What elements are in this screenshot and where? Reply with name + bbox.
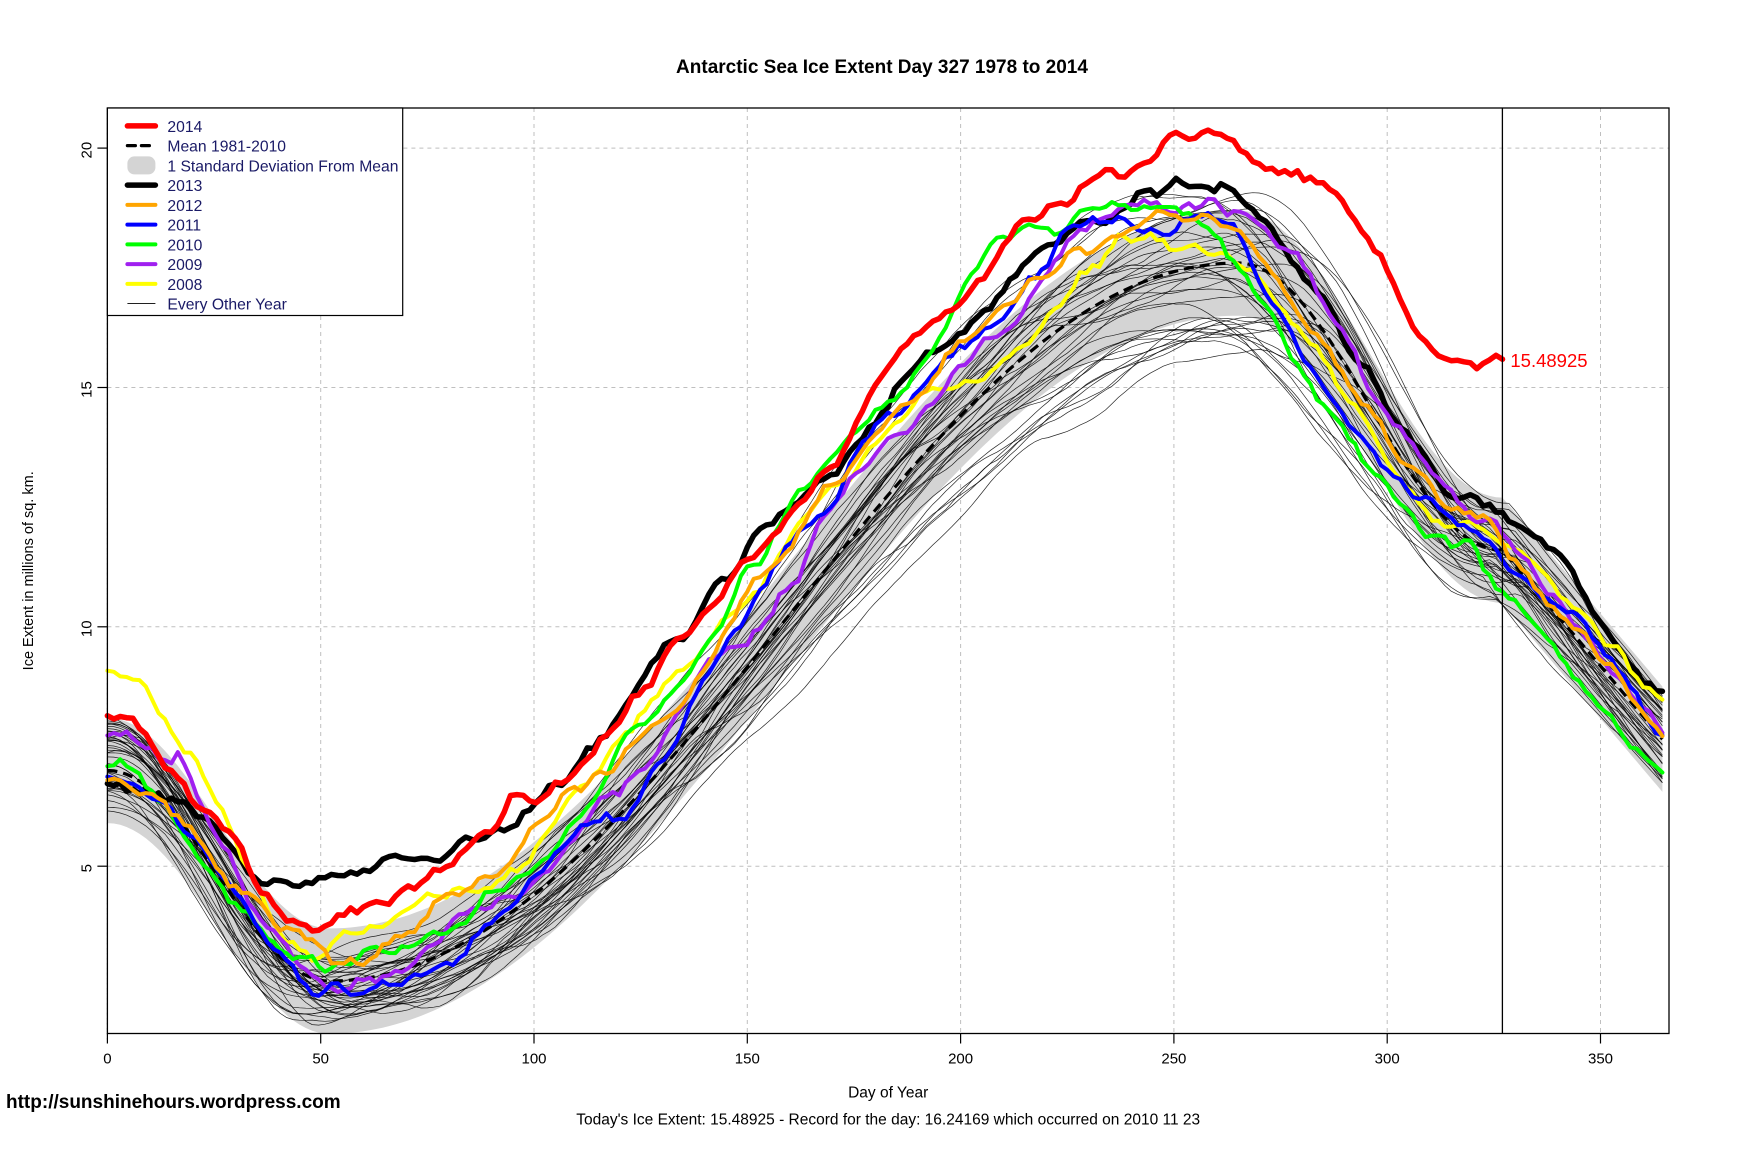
svg-text:2013: 2013 xyxy=(167,178,202,195)
svg-text:20: 20 xyxy=(78,142,95,159)
svg-text:http://sunshinehours.wordpress: http://sunshinehours.wordpress.com xyxy=(6,1092,341,1113)
svg-text:Ice Extent in millions of sq.: Ice Extent in millions of sq. km. xyxy=(21,471,37,670)
svg-text:Day of Year: Day of Year xyxy=(848,1084,928,1101)
svg-text:2009: 2009 xyxy=(167,257,202,274)
svg-text:2010: 2010 xyxy=(167,237,202,254)
svg-text:Every Other Year: Every Other Year xyxy=(167,297,286,314)
svg-text:2014: 2014 xyxy=(167,119,202,136)
svg-text:15.48925: 15.48925 xyxy=(1510,350,1587,371)
svg-text:350: 350 xyxy=(1588,1051,1613,1068)
svg-text:200: 200 xyxy=(948,1051,973,1068)
svg-text:2008: 2008 xyxy=(167,277,202,294)
svg-text:50: 50 xyxy=(312,1051,329,1068)
svg-text:Antarctic Sea Ice Extent Day 3: Antarctic Sea Ice Extent Day 327 1978 to… xyxy=(676,57,1088,78)
svg-text:5: 5 xyxy=(78,864,95,872)
svg-text:2012: 2012 xyxy=(167,198,202,215)
svg-text:Mean 1981-2010: Mean 1981-2010 xyxy=(167,139,286,156)
svg-text:250: 250 xyxy=(1161,1051,1186,1068)
svg-text:10: 10 xyxy=(78,620,95,637)
svg-text:2011: 2011 xyxy=(167,218,201,235)
svg-text:Today's Ice Extent: 15.48925: Today's Ice Extent: 15.48925 - Record fo… xyxy=(576,1112,1200,1129)
svg-text:150: 150 xyxy=(735,1051,760,1068)
svg-text:300: 300 xyxy=(1375,1051,1400,1068)
svg-text:100: 100 xyxy=(521,1051,546,1068)
svg-text:1 Standard Deviation From Mean: 1 Standard Deviation From Mean xyxy=(167,158,398,175)
svg-text:0: 0 xyxy=(103,1051,111,1068)
svg-text:15: 15 xyxy=(78,381,95,398)
